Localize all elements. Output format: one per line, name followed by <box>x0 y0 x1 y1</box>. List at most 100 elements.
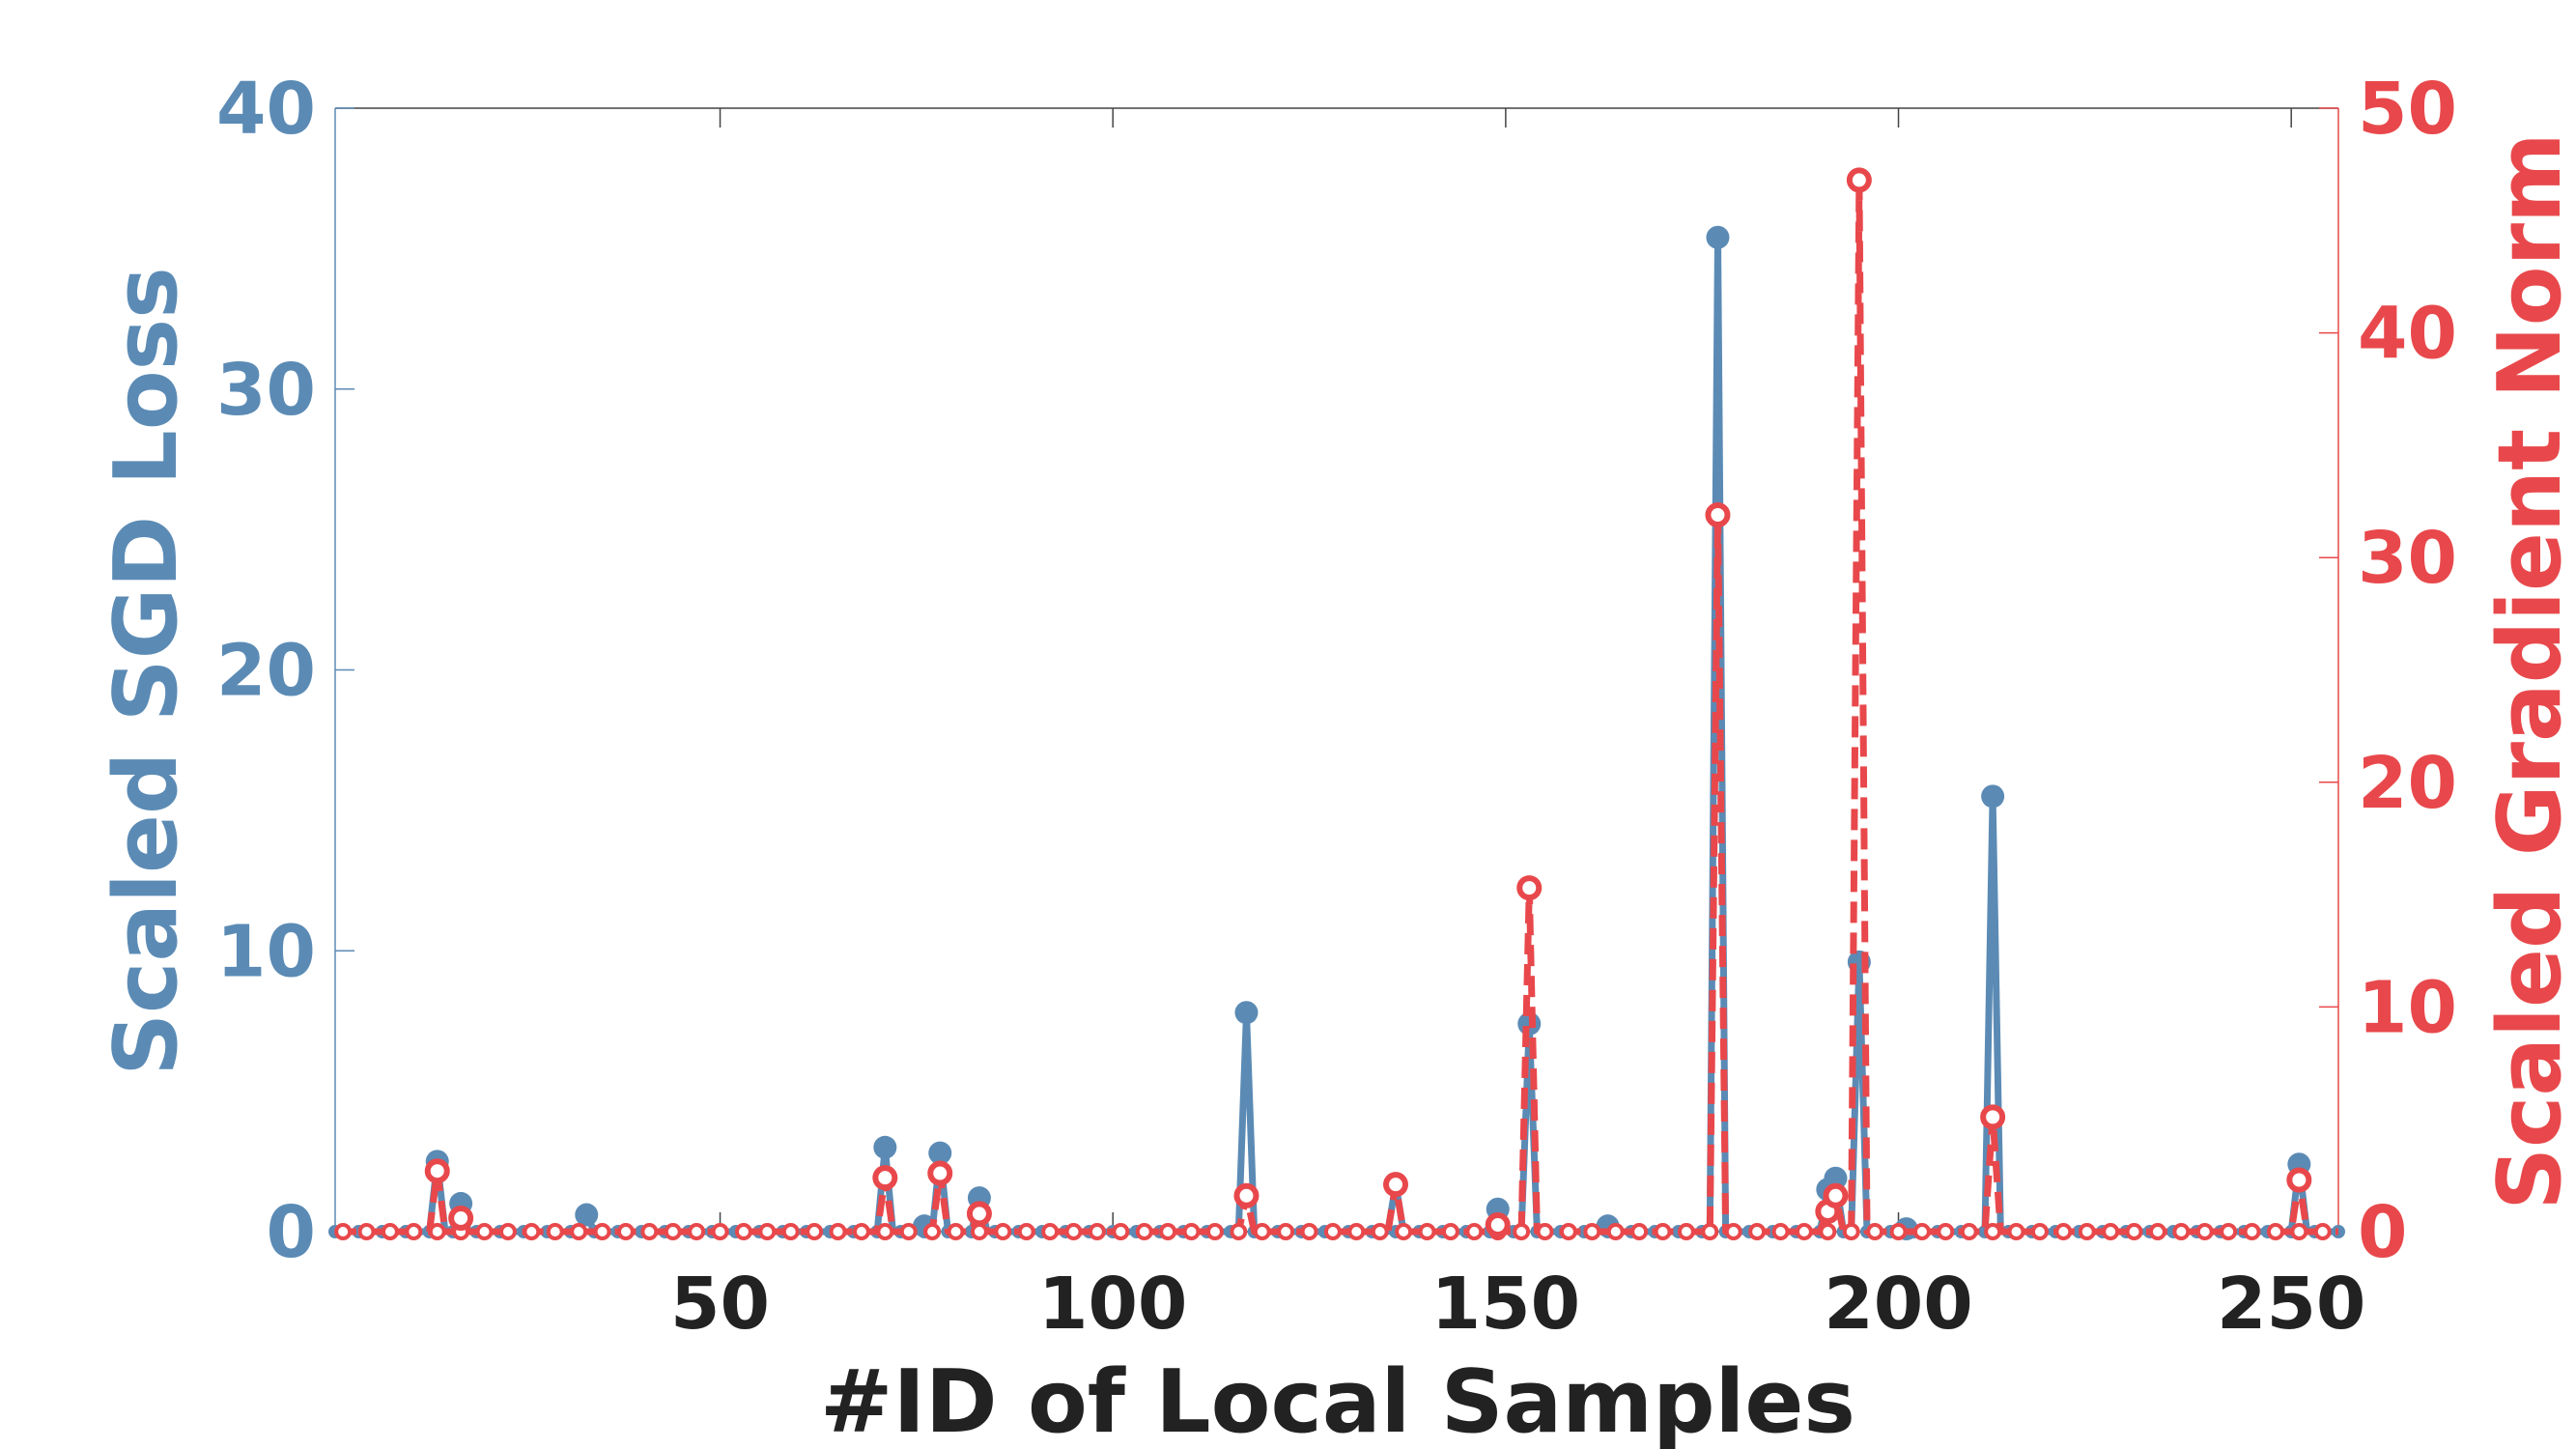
gradient-norm-point <box>1846 167 1872 193</box>
gradient-norm-baseline-dot <box>1347 1223 1366 1240</box>
sgd-loss-point <box>928 1141 952 1165</box>
sgd-loss-line <box>335 234 2338 1236</box>
gradient-norm-baseline-dot <box>1866 1223 1884 1240</box>
y-axis-right-label: Scaled Gradient Norm <box>2479 132 2576 1210</box>
gradient-norm-baseline-dot <box>2172 1223 2191 1240</box>
gradient-norm-baseline-dot <box>2102 1223 2120 1240</box>
gradient-norm-baseline-dot <box>2290 1223 2308 1240</box>
gradient-norm-point <box>1233 1182 1260 1208</box>
x-tick-label: 50 <box>670 1263 770 1346</box>
gradient-norm-baseline-dot <box>2266 1223 2284 1240</box>
gradient-norm-point <box>1823 1182 1849 1208</box>
gradient-norm-baseline-dot <box>2054 1223 2073 1240</box>
y-right-tick-label: 30 <box>2358 517 2457 600</box>
gradient-norm-baseline-dot <box>2243 1223 2261 1240</box>
gradient-norm-baseline-dot <box>781 1223 800 1240</box>
gradient-norm-baseline-dot <box>994 1223 1012 1240</box>
gradient-norm-point <box>1485 1212 1511 1238</box>
gradient-norm-point <box>1705 502 1731 528</box>
gradient-norm-baseline-dot <box>1205 1223 1224 1240</box>
gradient-norm-baseline-dot <box>1795 1223 1813 1240</box>
gradient-norm-baseline-dot <box>593 1223 611 1240</box>
x-tick-label: 250 <box>2217 1263 2365 1346</box>
gradient-norm-baseline-dot <box>1395 1223 1413 1240</box>
gradient-norm-point <box>2286 1167 2312 1193</box>
series-gradient-norm <box>334 167 2338 1240</box>
gradient-norm-baseline-dot <box>1182 1223 1201 1240</box>
gradient-norm-baseline-dot <box>1323 1223 1342 1240</box>
gradient-norm-baseline-dot <box>1230 1223 1248 1240</box>
gradient-norm-baseline-dot <box>1159 1223 1177 1240</box>
gradient-norm-baseline-dot <box>1088 1223 1106 1240</box>
gradient-norm-baseline-dot <box>806 1223 824 1240</box>
sgd-loss-point <box>1824 1166 1848 1190</box>
gradient-norm-point <box>927 1160 953 1186</box>
gradient-norm-baseline-dot <box>758 1223 777 1240</box>
gradient-norm-baseline-dot <box>1418 1223 1436 1240</box>
gradient-norm-baseline-dot <box>1748 1223 1767 1240</box>
gradient-norm-baseline-dot <box>640 1223 659 1240</box>
gradient-norm-baseline-dot <box>546 1223 564 1240</box>
sgd-loss-point <box>873 1135 897 1159</box>
gradient-norm-baseline-dot <box>1559 1223 1577 1240</box>
x-tick-label: 150 <box>1431 1263 1580 1346</box>
gradient-norm-baseline-dot <box>1771 1223 1790 1240</box>
gradient-norm-baseline-dot <box>1960 1223 1978 1240</box>
gradient-norm-baseline-dot <box>923 1223 942 1240</box>
gradient-norm-baseline-dot <box>1606 1223 1625 1240</box>
sgd-loss-point <box>1981 784 2005 809</box>
gradient-norm-baseline-dot <box>1513 1223 1531 1240</box>
gradient-norm-baseline-dot <box>2148 1223 2166 1240</box>
gradient-norm-baseline-dot <box>1583 1223 1601 1240</box>
gradient-norm-baseline-dot <box>1135 1223 1153 1240</box>
gradient-norm-baseline-dot <box>2125 1223 2143 1240</box>
gradient-norm-baseline-dot <box>2195 1223 2214 1240</box>
gradient-norm-baseline-dot <box>1064 1223 1083 1240</box>
gradient-norm-baseline-dot <box>970 1223 988 1240</box>
gradient-norm-baseline-dot <box>1371 1223 1389 1240</box>
gradient-norm-baseline-dot <box>1465 1223 1484 1240</box>
gradient-norm-baseline-dot <box>711 1223 729 1240</box>
gradient-norm-baseline-dot <box>1536 1223 1554 1240</box>
gradient-norm-baseline-dot <box>1937 1223 1955 1240</box>
y-left-tick-label: 20 <box>216 630 316 713</box>
series-sgd-loss <box>328 225 2345 1241</box>
gradient-norm-line <box>335 176 2338 1236</box>
gradient-norm-point <box>1383 1172 1408 1198</box>
x-tick-label: 200 <box>1824 1263 1972 1346</box>
gradient-norm-baseline-dot <box>1300 1223 1318 1240</box>
gradient-norm-baseline-dot <box>2220 1223 2238 1240</box>
y-left-tick-label: 10 <box>216 910 316 993</box>
gradient-norm-baseline-dot <box>1724 1223 1742 1240</box>
y-left-tick-label: 30 <box>216 349 316 432</box>
gradient-norm-baseline-dot <box>334 1223 353 1240</box>
gradient-norm-baseline-dot <box>1630 1223 1649 1240</box>
gradient-norm-baseline-dot <box>1912 1223 1931 1240</box>
gradient-norm-baseline-dot <box>570 1223 588 1240</box>
gradient-norm-baseline-dot <box>1984 1223 2002 1240</box>
gradient-norm-baseline-dot <box>381 1223 399 1240</box>
gradient-norm-baseline-dot <box>1017 1223 1035 1240</box>
gradient-norm-baseline-dot <box>1889 1223 1908 1240</box>
gradient-norm-point <box>1980 1104 2006 1130</box>
gradient-norm-baseline-dot <box>1842 1223 1860 1240</box>
gradient-norm-baseline-dot <box>852 1223 870 1240</box>
y-right-tick-label: 20 <box>2358 742 2457 825</box>
gradient-norm-baseline-dot <box>523 1223 541 1240</box>
y-left-tick-label: 40 <box>216 68 316 151</box>
x-axis-label: #ID of Local Samples <box>820 1351 1855 1449</box>
x-tick-label: 100 <box>1038 1263 1187 1346</box>
gradient-norm-baseline-dot <box>2007 1223 2025 1240</box>
sgd-loss-point <box>575 1203 599 1227</box>
y-right-tick-label: 40 <box>2358 293 2457 376</box>
gradient-norm-baseline-dot <box>1041 1223 1060 1240</box>
gradient-norm-baseline-dot <box>876 1223 894 1240</box>
gradient-norm-baseline-dot <box>1654 1223 1672 1240</box>
gradient-norm-baseline-dot <box>1112 1223 1130 1240</box>
y-right-tick-label: 50 <box>2358 68 2457 151</box>
gradient-norm-baseline-dot <box>2078 1223 2096 1240</box>
sgd-loss-point <box>1706 225 1730 249</box>
gradient-norm-baseline-dot <box>1441 1223 1459 1240</box>
